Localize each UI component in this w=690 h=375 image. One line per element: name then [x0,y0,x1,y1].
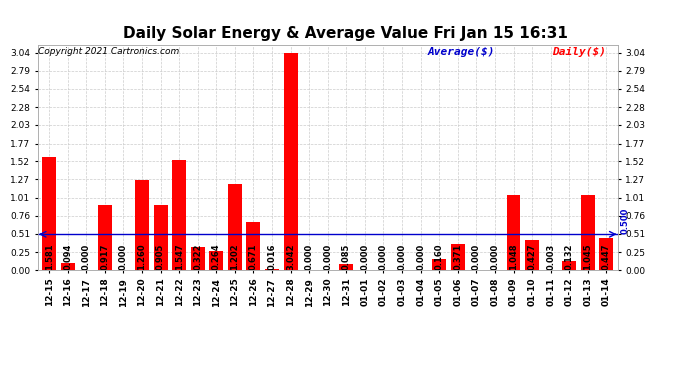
Text: 0.322: 0.322 [193,243,202,270]
Text: 0.000: 0.000 [416,243,425,270]
Bar [432,259,446,270]
Bar [246,222,260,270]
Text: 0.000: 0.000 [491,243,500,270]
Bar [61,263,75,270]
Text: 0.000: 0.000 [305,243,314,270]
Text: Average($): Average($) [428,47,495,57]
Bar [284,53,297,270]
Bar [581,195,595,270]
Bar [209,251,224,270]
Bar [562,261,576,270]
Bar [98,204,112,270]
Bar [451,243,465,270]
Text: Daily Solar Energy & Average Value Fri Jan 15 16:31: Daily Solar Energy & Average Value Fri J… [123,26,567,41]
Text: 0.094: 0.094 [63,243,72,270]
Text: 0.500: 0.500 [620,208,629,234]
Bar [600,238,613,270]
Bar [506,195,520,270]
Text: 0.427: 0.427 [528,243,537,270]
Bar [525,240,539,270]
Text: 0.000: 0.000 [323,243,333,270]
Text: 0.016: 0.016 [268,243,277,270]
Text: 0.000: 0.000 [472,243,481,270]
Text: 0.264: 0.264 [212,243,221,270]
Text: 0.160: 0.160 [435,243,444,270]
Text: Daily($): Daily($) [552,47,606,57]
Bar [339,264,353,270]
Text: 0.371: 0.371 [453,243,462,270]
Text: 1.260: 1.260 [137,243,146,270]
Text: 0.000: 0.000 [81,243,91,270]
Bar [265,269,279,270]
Text: 0.671: 0.671 [249,243,258,270]
Bar [172,159,186,270]
Text: 3.042: 3.042 [286,243,295,270]
Bar [42,157,56,270]
Text: 1.202: 1.202 [230,243,239,270]
Bar [228,184,242,270]
Text: 1.048: 1.048 [509,243,518,270]
Text: 0.447: 0.447 [602,243,611,270]
Text: 0.085: 0.085 [342,243,351,270]
Text: 1.045: 1.045 [583,243,592,270]
Text: 0.132: 0.132 [564,243,574,270]
Text: 0.917: 0.917 [100,243,109,270]
Bar [190,247,205,270]
Text: Copyright 2021 Cartronics.com: Copyright 2021 Cartronics.com [38,47,179,56]
Text: 0.000: 0.000 [119,243,128,270]
Text: 0.905: 0.905 [156,243,165,270]
Text: 0.000: 0.000 [360,243,369,270]
Text: 1.547: 1.547 [175,243,184,270]
Bar [154,206,168,270]
Text: 0.003: 0.003 [546,243,555,270]
Bar [135,180,149,270]
Text: 1.581: 1.581 [45,243,54,270]
Text: 0.000: 0.000 [397,243,406,270]
Text: 0.000: 0.000 [379,243,388,270]
